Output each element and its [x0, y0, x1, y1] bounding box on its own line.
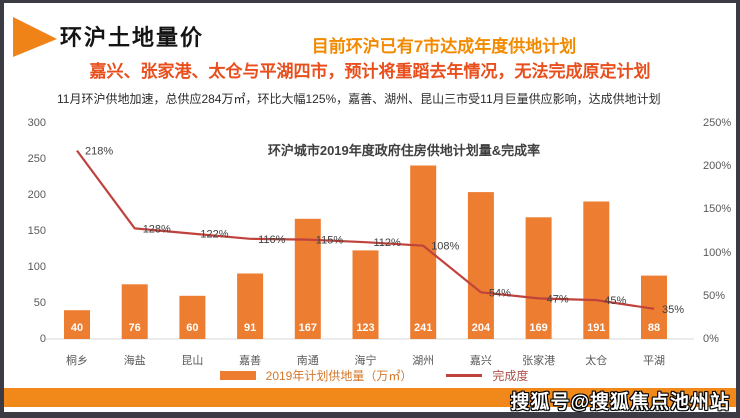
- bar-value-8: 169: [529, 322, 547, 334]
- bar-value-5: 123: [356, 322, 374, 334]
- completion-line: [76, 149, 655, 310]
- left-axis-tick-300: 300: [27, 117, 46, 129]
- bar-1: [121, 284, 148, 339]
- bar-0: [64, 310, 90, 339]
- bar-value-10: 88: [648, 322, 660, 334]
- legend-bar-label: 2019年计划供地量（万㎡）: [265, 369, 413, 383]
- bar-3: [237, 273, 264, 339]
- watermark-text: 搜狐号@搜狐焦点池州站: [510, 392, 730, 412]
- bar-7: [467, 192, 494, 339]
- bar-value-4: 167: [299, 322, 317, 334]
- bar-value-2: 60: [186, 322, 198, 334]
- bar-value-0: 40: [71, 322, 83, 334]
- x-label-1: 海盐: [123, 355, 146, 367]
- right-axis-tick-100: 100%: [703, 246, 732, 259]
- section-arrow-icon: [13, 17, 57, 57]
- line-label-9: 45%: [604, 295, 626, 307]
- line-label-5: 112%: [374, 237, 402, 249]
- headline-secondary: 嘉兴、张家港、太仓与平湖四市，预计将重蹈去年情况，无法完成原定计划: [89, 62, 651, 81]
- bar-value-6: 241: [414, 322, 432, 334]
- x-label-0: 桐乡: [66, 355, 88, 367]
- left-axis-tick-100: 100: [27, 261, 46, 273]
- x-label-3: 嘉善: [239, 355, 262, 367]
- right-axis-tick-200: 200%: [703, 160, 732, 173]
- x-label-5: 海宁: [354, 355, 377, 367]
- headline-primary: 目前环沪已有7市达成年度供地计划: [311, 37, 577, 56]
- line-label-8: 47%: [547, 293, 569, 305]
- x-label-7: 嘉兴: [469, 355, 492, 367]
- line-label-4: 115%: [316, 235, 344, 247]
- right-axis-tick-0: 0%: [703, 333, 719, 345]
- right-axis-tick-150: 150%: [703, 203, 732, 216]
- x-label-6: 湖州: [412, 355, 435, 367]
- line-label-2: 122%: [200, 229, 228, 241]
- bar-value-1: 76: [129, 322, 141, 334]
- line-label-10: 35%: [662, 304, 684, 316]
- bar-2: [179, 295, 206, 339]
- line-label-1: 128%: [143, 223, 171, 235]
- chart-title: 环沪城市2019年度政府住房供地计划量&完成率: [267, 143, 541, 158]
- x-label-2: 昆山: [181, 355, 204, 367]
- legend-line-label: 完成度: [492, 369, 529, 383]
- body-text: 11月环沪供地加速，总供应284万㎡，环比大幅125%，嘉善、湖州、昆山三市受1…: [57, 92, 661, 106]
- chart-plot: 40 76 60 91 167 123 241 204 169 191 88 218% 128% 122%…: [46, 146, 694, 340]
- left-axis-tick-200: 200: [27, 189, 46, 201]
- x-label-9: 太仓: [585, 355, 608, 367]
- legend-line-swatch-icon: [446, 374, 483, 377]
- line-label-0: 218%: [85, 146, 113, 158]
- bar-8: [525, 217, 552, 339]
- bar-5: [352, 250, 379, 339]
- chart-legend: 2019年计划供地量（万㎡） 完成度: [8, 367, 736, 384]
- bar-value-9: 191: [587, 322, 605, 334]
- x-label-10: 平湖: [643, 355, 665, 367]
- right-axis-tick-50: 50%: [703, 289, 726, 302]
- bar-9: [583, 201, 610, 339]
- left-axis-tick-50: 50: [33, 297, 46, 309]
- left-axis-tick-150: 150: [27, 225, 46, 237]
- legend-bar-swatch-icon: [219, 371, 256, 380]
- right-axis-tick-250: 250%: [703, 117, 732, 129]
- left-axis-tick-250: 250: [27, 153, 46, 165]
- left-axis-tick-0: 0: [39, 333, 46, 345]
- bar-value-7: 204: [472, 322, 491, 334]
- line-label-3: 116%: [258, 234, 286, 246]
- bottom-banner: [4, 388, 736, 407]
- x-label-4: 南通: [296, 355, 319, 367]
- bar-value-3: 91: [244, 322, 256, 334]
- page-title: 环沪土地量价: [60, 25, 205, 50]
- x-label-8: 张家港: [522, 355, 556, 367]
- slide-canvas: 环沪土地量价 目前环沪已有7市达成年度供地计划 嘉兴、张家港、太仓与平湖四市，预…: [4, 3, 736, 412]
- line-label-7: 54%: [489, 287, 511, 299]
- line-label-6: 108%: [431, 241, 459, 253]
